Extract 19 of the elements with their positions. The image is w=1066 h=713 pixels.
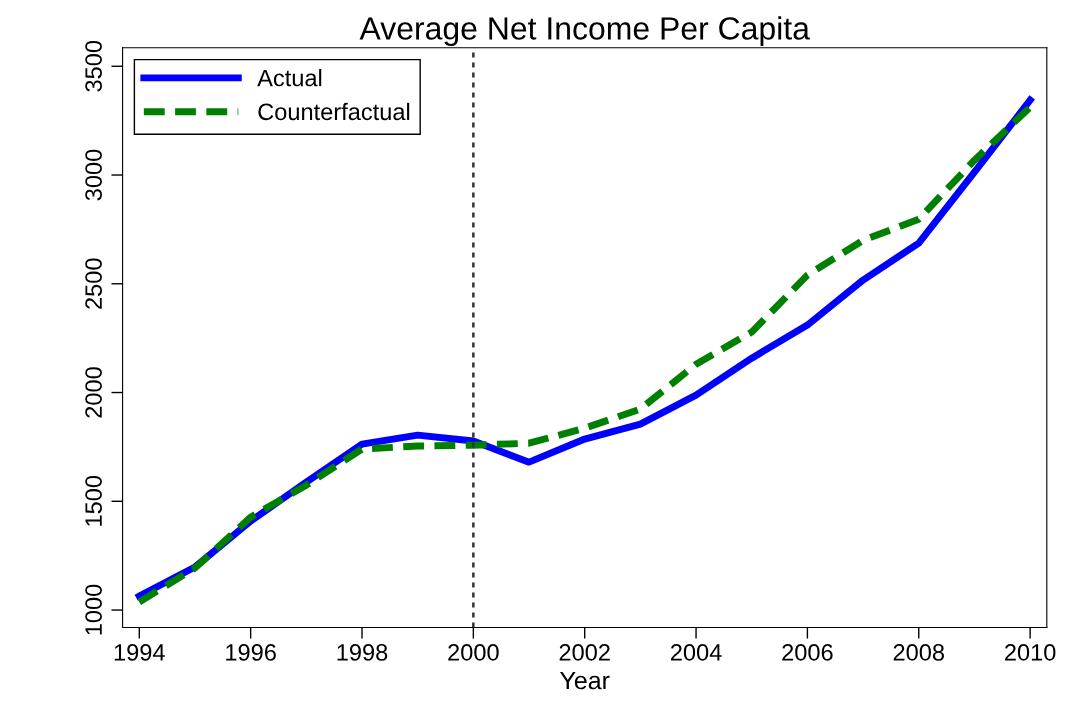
x-tick-label: 2008	[893, 644, 944, 661]
chart-title: Average Net Income Per Capita	[359, 16, 810, 47]
x-tick-label: 2000	[448, 644, 499, 661]
legend-label: Actual	[257, 69, 322, 87]
y-tick-label: 2500	[85, 258, 102, 309]
x-tick-label: 1998	[337, 644, 388, 661]
y-tick-label: 1000	[85, 584, 102, 635]
x-tick-label: 2010	[1005, 644, 1056, 661]
y-tick-label: 1500	[85, 475, 102, 526]
x-tick-label: 1994	[114, 644, 165, 661]
x-tick-label: 2002	[559, 644, 610, 661]
y-tick-label: 3000	[85, 149, 102, 201]
y-tick-label: 2000	[85, 367, 102, 418]
x-axis-title: Year	[559, 671, 610, 690]
x-tick-label: 1996	[226, 644, 276, 661]
y-tick-label: 3500	[85, 40, 102, 92]
x-tick-label: 2004	[670, 644, 722, 661]
legend-label: Counterfactual	[258, 102, 410, 121]
x-tick-label: 2006	[782, 644, 833, 661]
